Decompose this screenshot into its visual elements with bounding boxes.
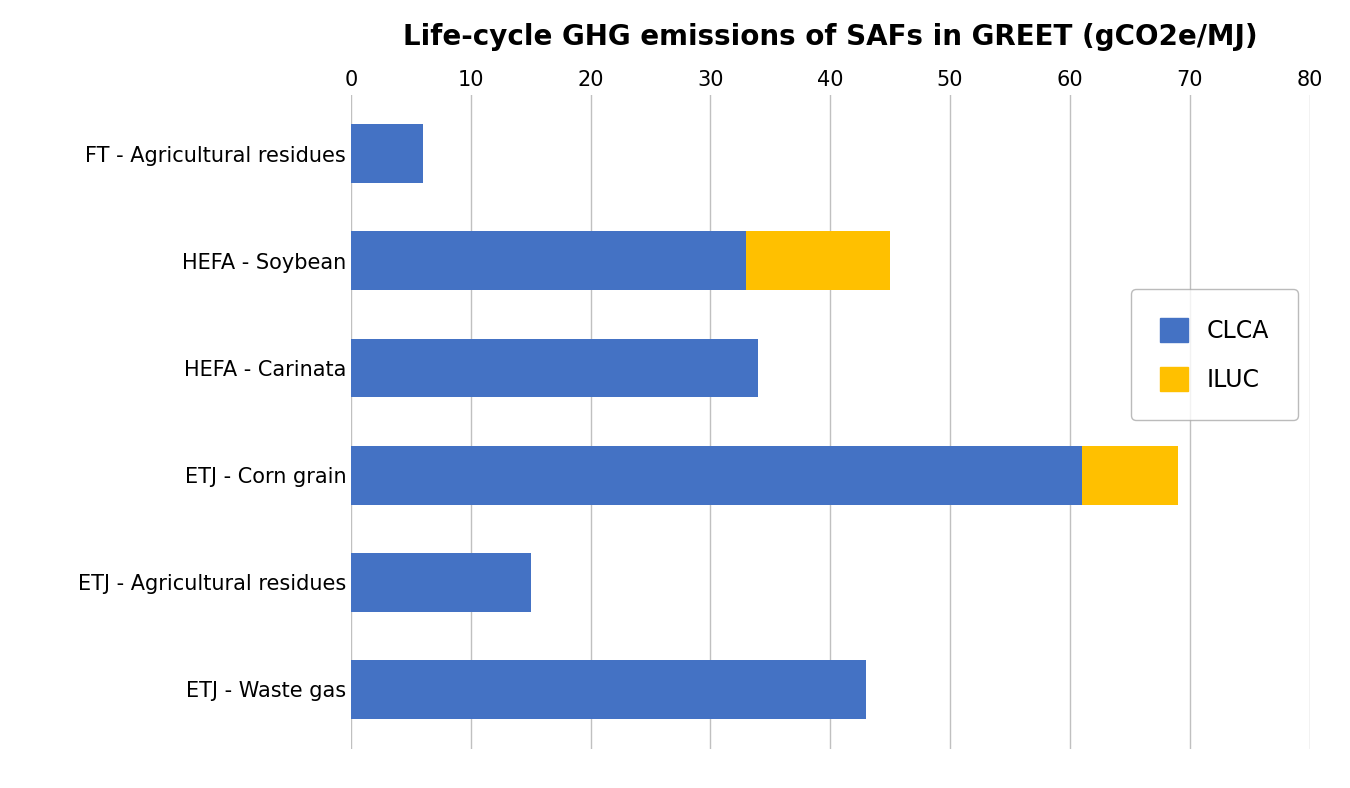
Bar [747, 232, 890, 290]
Bar [351, 660, 867, 719]
Title: Life-cycle GHG emissions of SAFs in GREET (gCO2e/MJ): Life-cycle GHG emissions of SAFs in GREE… [402, 23, 1258, 50]
Bar [1081, 446, 1177, 504]
Bar [351, 339, 759, 397]
Bar [351, 125, 423, 184]
Bar [351, 446, 1081, 504]
Bar [351, 553, 531, 611]
Legend: CLCA, ILUC: CLCA, ILUC [1131, 289, 1297, 420]
Bar [351, 232, 747, 290]
